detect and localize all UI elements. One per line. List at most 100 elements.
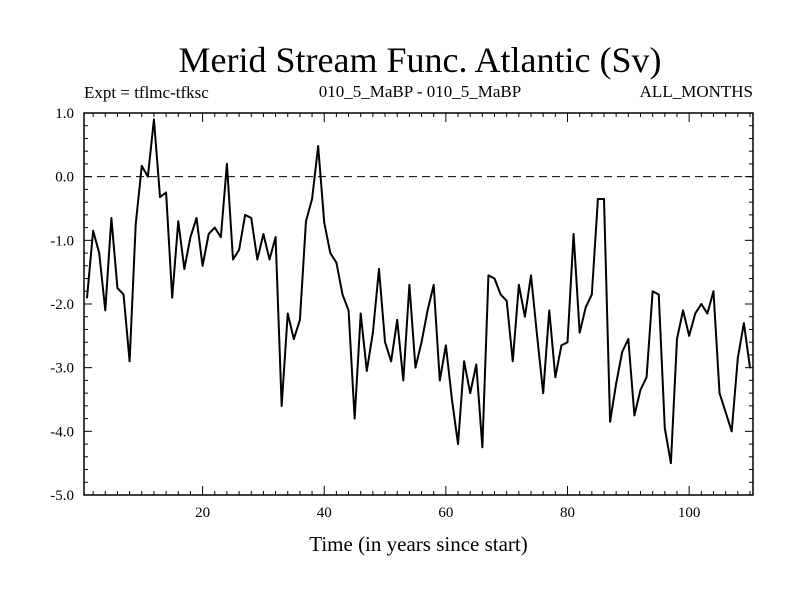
data-point	[426, 309, 429, 312]
data-point	[457, 443, 459, 445]
data-point	[213, 226, 216, 229]
data-point	[317, 145, 320, 148]
data-point	[353, 417, 356, 420]
data-point	[584, 306, 587, 309]
data-point	[676, 338, 678, 340]
y-tick-label: 0.0	[55, 170, 74, 186]
data-point	[153, 118, 155, 121]
data-point	[262, 233, 265, 235]
data-point	[201, 264, 204, 267]
data-point	[238, 248, 240, 251]
data-point	[384, 341, 386, 344]
data-point	[505, 299, 508, 302]
data-point	[481, 446, 484, 449]
chart-subtitle-center: 010_5_MaBP - 010_5_MaBP	[319, 82, 521, 101]
data-point	[682, 309, 684, 312]
data-point	[311, 198, 313, 200]
data-point	[207, 233, 210, 235]
data-point	[615, 382, 618, 385]
data-point	[688, 334, 691, 337]
data-point	[657, 293, 660, 296]
data-point	[280, 404, 283, 407]
data-point	[718, 392, 721, 395]
data-point	[730, 430, 733, 433]
data-point	[274, 236, 277, 239]
data-point	[189, 236, 192, 239]
data-point	[341, 293, 344, 296]
data-point	[195, 217, 198, 219]
data-point	[560, 344, 563, 347]
data-point	[396, 319, 399, 321]
data-point	[663, 427, 666, 430]
y-tick-label: -3.0	[50, 361, 74, 377]
series-line	[86, 118, 751, 465]
data-point	[359, 312, 362, 315]
data-point	[627, 338, 630, 340]
y-tick-label: 1.0	[55, 106, 74, 122]
data-point	[98, 252, 101, 254]
data-point	[712, 290, 715, 293]
data-point	[347, 309, 350, 312]
plot-frame	[83, 112, 754, 496]
data-point	[159, 196, 161, 198]
data-point	[323, 221, 326, 224]
chart-subtitle-right: ALL_MONTHS	[640, 82, 753, 101]
data-point	[438, 379, 441, 382]
data-point	[524, 315, 526, 318]
data-point	[736, 357, 739, 360]
data-point	[554, 376, 557, 379]
x-tick-label: 100	[678, 505, 701, 521]
data-point	[633, 414, 636, 417]
data-point	[493, 277, 496, 280]
data-point	[92, 229, 95, 232]
data-point	[645, 376, 648, 379]
data-point	[420, 341, 423, 344]
data-point	[305, 220, 307, 223]
data-point	[250, 217, 253, 219]
data-point	[566, 341, 569, 344]
data-point	[244, 213, 247, 216]
data-point	[365, 369, 368, 372]
data-point	[487, 274, 490, 277]
data-point	[371, 331, 374, 334]
x-tick-label: 40	[317, 505, 332, 521]
x-axis-label: Time (in years since start)	[309, 532, 528, 556]
data-point	[219, 236, 222, 239]
data-point	[86, 296, 88, 299]
y-tick-label: -1.0	[50, 233, 74, 249]
data-point	[542, 392, 545, 395]
data-point	[572, 233, 575, 235]
data-point	[378, 268, 380, 270]
data-point	[335, 261, 338, 264]
data-point	[286, 312, 289, 315]
data-point	[116, 287, 119, 289]
data-point	[548, 309, 551, 312]
data-point	[140, 164, 143, 167]
data-point	[700, 303, 703, 305]
y-tick-label: -5.0	[50, 488, 74, 504]
data-point	[390, 360, 393, 363]
data-point	[268, 258, 271, 261]
data-point	[742, 322, 745, 324]
data-point	[536, 334, 538, 337]
data-point	[232, 258, 234, 261]
chart-subtitle-left: Expt = tflmc-tfksc	[84, 83, 209, 102]
data-point	[451, 398, 453, 401]
data-point	[621, 350, 624, 353]
data-point	[414, 366, 417, 369]
data-point	[329, 252, 332, 254]
data-point	[104, 309, 107, 312]
data-point	[469, 392, 472, 395]
data-point	[292, 338, 295, 340]
data-point	[639, 389, 642, 391]
x-tick-label: 20	[195, 505, 210, 521]
y-tick-label: -4.0	[50, 424, 74, 440]
plot-area: 1.0 0.0 -1.0 -2.0 -3.0 -4.0 -5.0 20 40 60 80 100	[50, 106, 753, 521]
data-point	[530, 274, 532, 277]
data-point	[402, 379, 405, 382]
data-point	[122, 293, 125, 296]
data-point	[171, 296, 174, 299]
data-point	[146, 175, 149, 178]
data-point	[609, 420, 611, 423]
